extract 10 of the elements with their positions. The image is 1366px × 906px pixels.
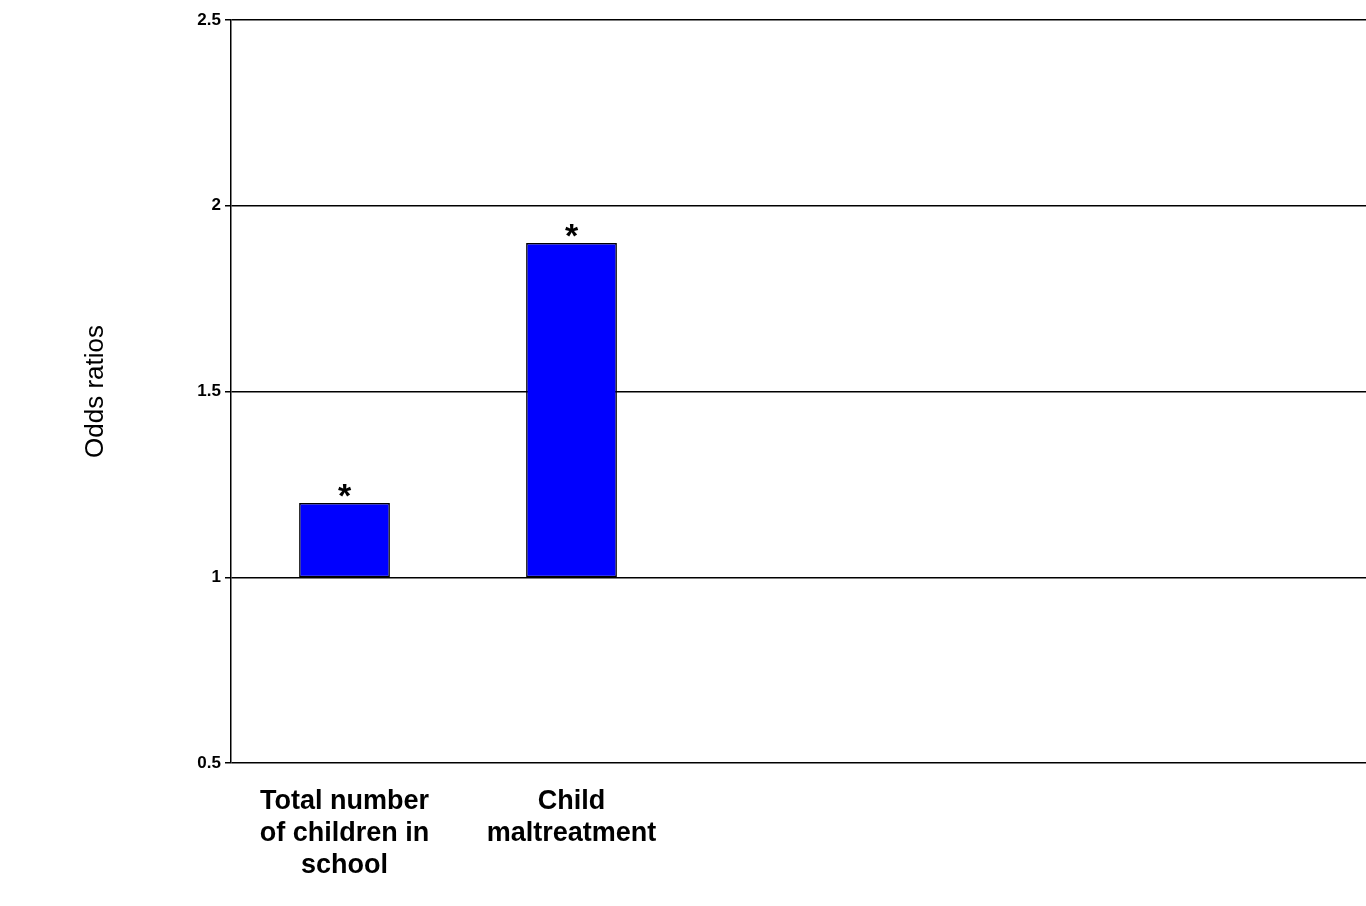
y-tick-label: 1.5 [197, 381, 221, 401]
annotation: * [337, 475, 352, 514]
x-tick-label: Total number of children in school [259, 784, 430, 880]
y-axis-title: Odds ratios [78, 325, 109, 458]
x-tick-label: Child maltreatment [486, 784, 657, 848]
y-tick-label: 0.5 [197, 752, 221, 772]
y-tick-label: 2 [211, 195, 221, 215]
annotation: * [564, 215, 579, 254]
y-tick-label: 1 [211, 566, 221, 586]
y-tick-label: 2.5 [197, 9, 221, 29]
